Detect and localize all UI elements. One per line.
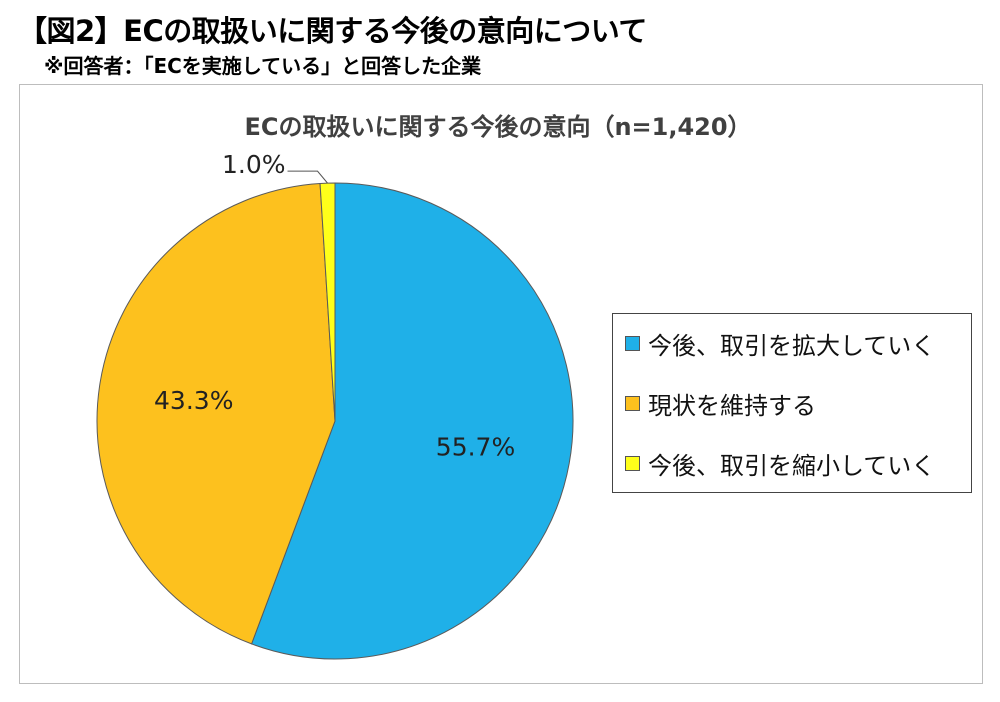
legend-item-expand: 今後、取引を拡大していく [625, 328, 936, 360]
legend-label-shrink: 今後、取引を縮小していく [648, 451, 936, 480]
legend-label-maintain: 現状を維持する [648, 391, 816, 420]
chart-legend: 今後、取引を拡大していく 現状を維持する 今後、取引を縮小していく [612, 313, 972, 493]
leader-line-shrink [287, 170, 328, 184]
legend-label-expand: 今後、取引を拡大していく [648, 331, 936, 360]
legend-swatch-shrink [625, 455, 640, 471]
legend-item-maintain: 現状を維持する [625, 388, 816, 420]
chart-title: ECの取扱いに関する今後の意向（n=1,420） [244, 113, 751, 141]
legend-swatch-expand [625, 335, 640, 351]
slice-maintain [96, 182, 336, 645]
pie-chart: ECの取扱いに関する今後の意向（n=1,420） 55.7% 43.3% 1.0% [96, 113, 752, 660]
slice-expand [250, 182, 574, 660]
figure-subheading: ※回答者：「ECを実施している」と回答した企業 [44, 54, 482, 78]
data-label-shrink: 1.0% [222, 150, 286, 179]
chart-area: ECの取扱いに関する今後の意向（n=1,420） 55.7% 43.3% 1.0% … [19, 84, 983, 684]
legend-swatch-maintain [625, 395, 640, 411]
figure-heading: 【図2】ECの取扱いに関する今後の意向について [18, 14, 647, 48]
data-label-expand: 55.7% [436, 432, 515, 461]
data-label-maintain: 43.3% [154, 386, 233, 415]
slice-shrink [319, 182, 336, 422]
legend-item-shrink: 今後、取引を縮小していく [625, 448, 936, 480]
